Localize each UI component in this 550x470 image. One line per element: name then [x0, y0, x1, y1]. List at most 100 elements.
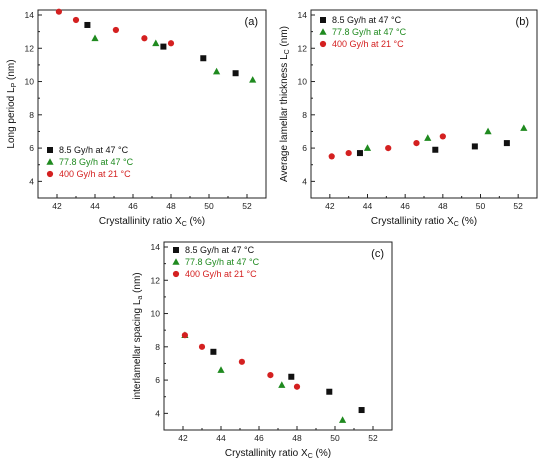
x-tick-label: 48	[438, 201, 448, 211]
data-point-square	[356, 150, 363, 157]
data-point-square	[432, 146, 439, 153]
data-point-circle	[439, 133, 446, 140]
data-point-triangle	[520, 124, 528, 131]
x-tick-label: 50	[476, 201, 486, 211]
x-axis-title: Crystallinity ratio XC (%)	[371, 216, 477, 228]
y-tick-label: 14	[298, 10, 308, 20]
x-tick-label: 44	[363, 201, 373, 211]
data-point-circle	[72, 16, 80, 24]
series-circle	[328, 133, 446, 160]
series-square	[84, 21, 239, 77]
data-point-triangle	[339, 416, 347, 423]
y-tick-label: 10	[25, 77, 35, 87]
x-tick-label: 48	[166, 201, 176, 211]
series-triangle	[363, 124, 528, 151]
x-tick-label: 52	[368, 433, 378, 443]
data-point-triangle	[249, 76, 257, 83]
legend-label: 8.5 Gy/h at 47 °C	[185, 245, 255, 255]
data-point-triangle	[213, 67, 221, 75]
y-tick-label: 4	[302, 176, 307, 186]
legend: 8.5 Gy/h at 47 °C 77.8 Gy/h at 47 °C 400 G…	[46, 145, 134, 179]
y-tick-label: 4	[155, 408, 160, 418]
data-point-circle	[267, 371, 274, 379]
legend: 8.5 Gy/h at 47 °C 77.8 Gy/h at 47 °C 400 G…	[172, 245, 260, 279]
y-axis-title: Long period LP (nm)	[6, 59, 18, 148]
legend-marker-square	[320, 17, 326, 23]
data-point-square	[358, 407, 365, 414]
data-point-circle	[112, 26, 119, 34]
data-point-triangle	[424, 134, 432, 141]
series-square	[356, 140, 510, 157]
x-tick-label: 46	[254, 433, 264, 443]
legend-label: 77.8 Gy/h at 47 °C	[59, 157, 134, 167]
data-point-circle	[328, 153, 335, 160]
x-tick-label: 52	[513, 201, 523, 211]
legend-marker-circle	[46, 170, 54, 178]
data-point-square	[503, 140, 510, 147]
series-triangle	[181, 331, 347, 423]
y-axis-title: interlamellar spacing La (nm)	[132, 272, 144, 399]
data-point-triangle	[152, 39, 160, 47]
y-tick-label: 12	[25, 43, 35, 53]
data-point-triangle	[217, 366, 225, 373]
legend-marker-circle	[172, 270, 180, 278]
data-point-circle	[413, 139, 420, 147]
series-circle	[55, 8, 175, 47]
data-point-circle	[55, 8, 63, 15]
x-tick-label: 42	[52, 201, 62, 211]
y-tick-label: 14	[25, 10, 35, 20]
data-point-circle	[167, 40, 175, 47]
y-tick-label: 10	[151, 309, 161, 319]
x-tick-label: 46	[400, 201, 410, 211]
panel-label: (c)	[371, 248, 384, 260]
data-point-circle	[198, 343, 206, 350]
data-point-triangle	[91, 34, 99, 42]
y-tick-label: 8	[155, 342, 160, 352]
data-point-circle	[293, 383, 301, 390]
legend-label: 77.8 Gy/h at 47 °C	[185, 257, 260, 267]
x-tick-label: 44	[90, 201, 100, 211]
data-point-square	[160, 43, 167, 50]
legend-marker-triangle	[46, 158, 54, 165]
legend-label: 400 Gy/h at 21 °C	[332, 39, 404, 49]
x-axis-title: Crystallinity ratio XC (%)	[99, 216, 205, 228]
data-point-square	[210, 348, 217, 355]
data-point-triangle	[484, 127, 492, 135]
y-tick-label: 6	[155, 375, 160, 385]
data-point-circle	[345, 149, 352, 157]
data-point-square	[288, 373, 295, 380]
y-tick-label: 6	[302, 143, 307, 153]
x-tick-label: 50	[330, 433, 340, 443]
y-tick-label: 12	[298, 43, 308, 53]
legend-label: 8.5 Gy/h at 47 °C	[59, 145, 129, 155]
x-tick-label: 42	[178, 433, 188, 443]
legend-marker-square	[173, 247, 179, 253]
legend-label: 400 Gy/h at 21 °C	[59, 169, 131, 179]
legend-marker-triangle	[319, 28, 327, 35]
legend-label: 400 Gy/h at 21 °C	[185, 269, 257, 279]
x-tick-label: 42	[325, 201, 335, 211]
legend-marker-square	[47, 147, 53, 153]
legend-marker-circle	[319, 40, 327, 48]
panel-label: (a)	[245, 16, 258, 28]
x-tick-label: 52	[242, 201, 252, 211]
data-point-circle	[141, 35, 148, 42]
series-square	[210, 348, 365, 414]
panel-label: (b)	[516, 16, 529, 28]
data-point-circle	[238, 358, 245, 365]
series-circle	[181, 332, 301, 390]
y-tick-label: 14	[151, 242, 161, 252]
data-point-triangle	[278, 381, 286, 388]
y-tick-label: 4	[29, 176, 34, 186]
data-point-square	[200, 55, 207, 62]
y-tick-label: 8	[29, 110, 34, 120]
data-point-square	[326, 388, 333, 395]
data-point-square	[471, 143, 478, 150]
x-tick-label: 50	[204, 201, 214, 211]
legend-label: 8.5 Gy/h at 47 °C	[332, 15, 402, 25]
x-axis-title: Crystallinity ratio XC (%)	[225, 448, 331, 460]
